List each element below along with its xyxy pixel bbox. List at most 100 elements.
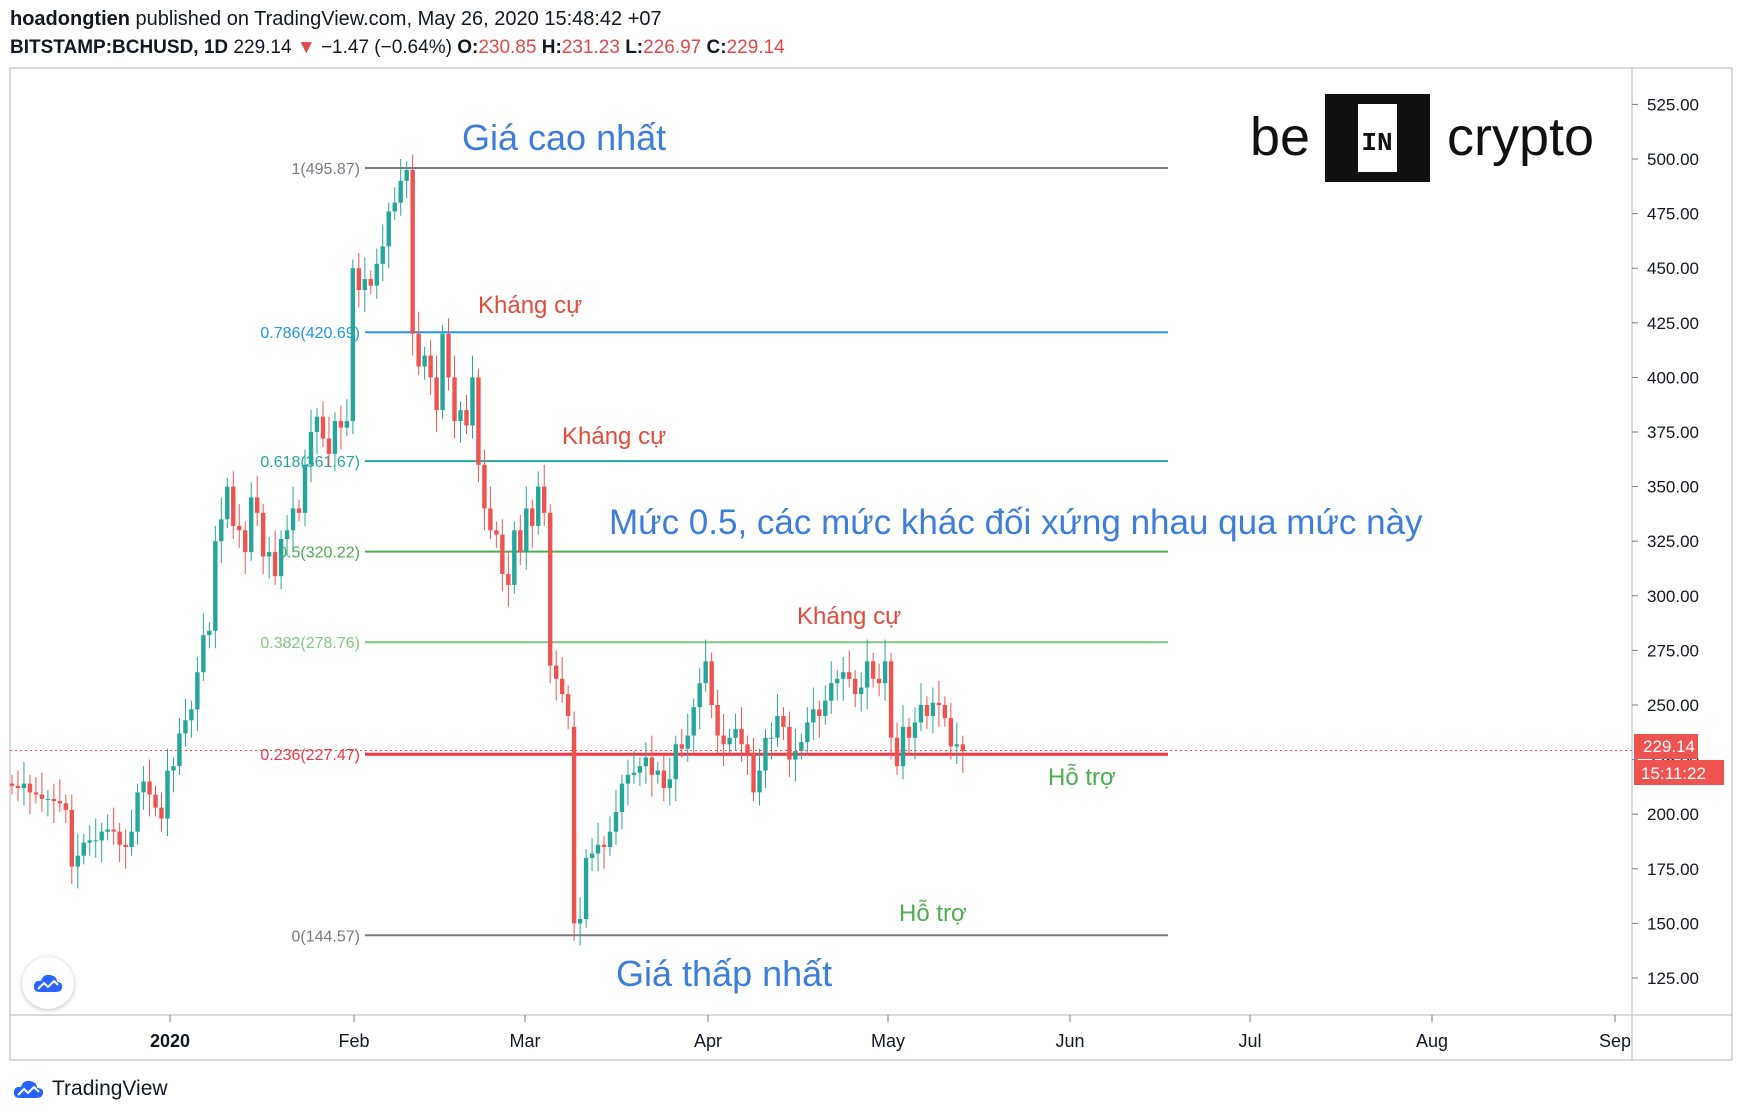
candle-body <box>171 766 176 771</box>
candle-body <box>147 781 152 795</box>
candle-body <box>392 202 397 212</box>
candle-body <box>637 766 643 773</box>
candle-body <box>912 722 918 738</box>
candle-body <box>81 842 86 856</box>
chart-annotation: Hỗ trợ <box>899 900 967 927</box>
candle-body <box>87 840 92 843</box>
candle-body <box>607 831 613 847</box>
candle-body <box>619 783 625 813</box>
candle-body <box>296 508 302 513</box>
candle-body <box>39 794 45 799</box>
candle-body <box>470 377 475 426</box>
candle-body <box>356 268 362 291</box>
candle-body <box>482 464 487 509</box>
candle-body <box>141 781 146 793</box>
candle-body <box>888 661 894 738</box>
change-arrow-icon: ▼ <box>296 37 316 58</box>
candle-body <box>380 246 385 264</box>
candle-body <box>536 486 541 526</box>
candle-body <box>111 829 116 832</box>
candle-body <box>613 812 619 832</box>
candle-body <box>165 770 170 819</box>
candle-body <box>458 410 463 422</box>
logo-text-mid: IN <box>1361 128 1392 158</box>
candle-body <box>69 809 74 867</box>
price-tick-label: 125.00 <box>1647 969 1699 988</box>
time-axis[interactable]: 2020 Feb Mar Apr May Jun Jul Aug Sep <box>150 1015 1631 1051</box>
author-name[interactable]: hoadongtien <box>10 8 130 30</box>
candle-body <box>219 519 224 542</box>
candle-body <box>213 541 218 631</box>
chart-annotation: Kháng cự <box>797 603 901 630</box>
price-axis[interactable]: 525.00 500.00 475.00 450.00 425.00 400.00 375.… <box>1632 95 1699 988</box>
candle-body <box>852 678 858 695</box>
candle-body <box>739 729 744 745</box>
candle-body <box>601 844 607 847</box>
candle-body <box>272 552 278 577</box>
chart-annotation: Hỗ trợ <box>1048 764 1116 791</box>
price-tick-label: 525.00 <box>1647 95 1699 114</box>
candle-body <box>703 661 708 684</box>
logo-text-right: crypto <box>1447 107 1594 167</box>
candle-body <box>649 757 655 775</box>
candle-body <box>27 783 33 793</box>
tradingview-footer[interactable]: TradingView <box>12 1077 168 1101</box>
candle-body <box>906 726 912 738</box>
candle-body <box>434 377 439 411</box>
high-value: 231.23 <box>561 37 620 58</box>
candle-body <box>320 416 326 439</box>
candle-body <box>183 720 188 734</box>
candle-body <box>254 497 260 513</box>
candle-body <box>553 665 559 679</box>
candle-body <box>894 737 900 767</box>
candle-body <box>416 333 421 367</box>
fibonacci-retracement[interactable]: 1(495.87)0.786(420.69)0.618(361.67)0.5(3… <box>260 161 1168 945</box>
chart-annotation: Giá cao nhất <box>462 117 666 158</box>
candle-body <box>876 678 882 684</box>
fib-level-label: 0.5(320.22) <box>278 545 360 562</box>
candle-body <box>548 512 553 666</box>
last-price-value: 229.14 <box>1643 737 1695 756</box>
candle-body <box>57 801 63 804</box>
candle-body <box>153 794 158 808</box>
candle-body <box>918 705 924 723</box>
tradingview-brand: TradingView <box>52 1077 168 1100</box>
candle-body <box>769 737 774 739</box>
candle-body <box>231 486 236 526</box>
candle-body <box>661 770 667 788</box>
candle-body <box>709 661 714 705</box>
candle-body <box>817 709 822 716</box>
candle-body <box>835 678 840 684</box>
candle-body <box>847 672 852 679</box>
candle-body <box>386 211 391 247</box>
candle-body <box>332 421 338 454</box>
fib-level-label: 0.382(278.76) <box>260 635 360 652</box>
tradingview-logo-icon <box>13 1080 44 1098</box>
candle-body <box>15 785 21 788</box>
time-tick-label: May <box>871 1031 905 1051</box>
candle-body <box>33 792 39 795</box>
tradingview-cloud-button[interactable] <box>22 957 74 1009</box>
price-tick-label: 475.00 <box>1647 205 1699 224</box>
candle-body <box>745 744 750 754</box>
candle-body <box>679 744 684 749</box>
candle-body <box>864 661 870 688</box>
time-tick-label: 2020 <box>150 1031 190 1051</box>
high-label: H: <box>541 37 562 58</box>
candle-body <box>494 530 499 535</box>
candle-body <box>314 416 320 432</box>
candle-body <box>374 263 379 286</box>
candle-body <box>105 829 110 832</box>
candle-body <box>775 715 780 738</box>
candle-body <box>793 750 798 760</box>
candle-body <box>518 530 523 553</box>
candle-body <box>159 807 164 819</box>
candle-body <box>308 432 314 465</box>
candle-body <box>21 783 27 788</box>
candle-body <box>260 512 266 557</box>
candle-body <box>422 355 427 367</box>
symbol-name[interactable]: BITSTAMP:BCHUSD, 1D <box>10 37 229 58</box>
candle-body <box>900 726 906 767</box>
last-price-tag: 229.14 15:11:22 <box>1634 734 1724 785</box>
